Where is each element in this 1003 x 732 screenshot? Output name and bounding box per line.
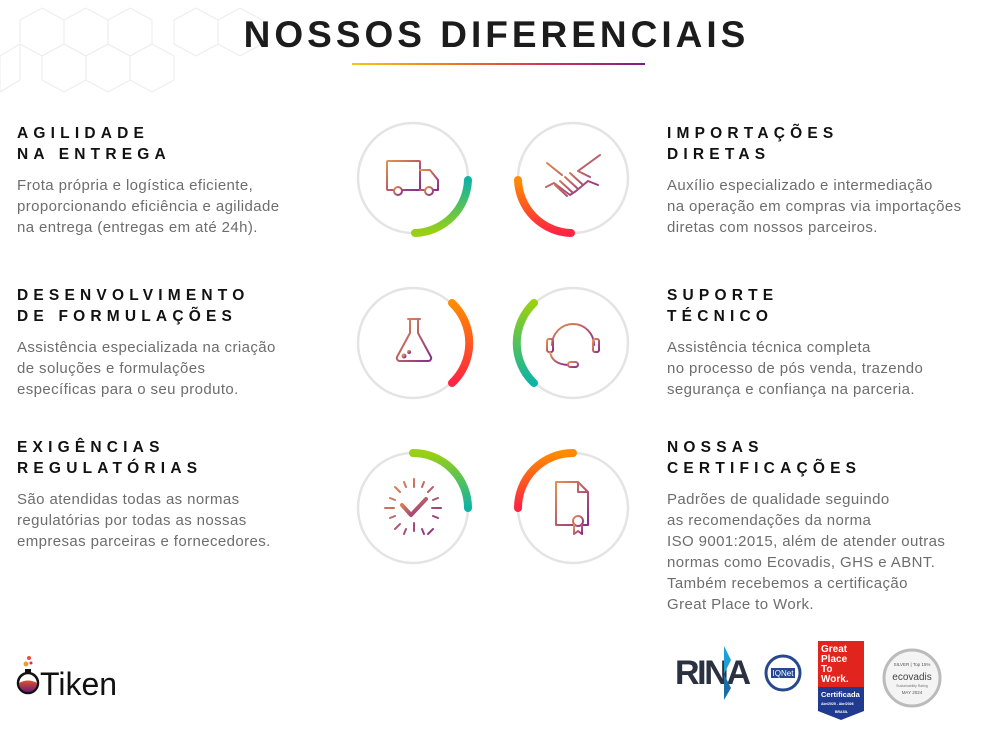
- checkmark-burst-icon: [384, 478, 442, 535]
- arc-exigencias: [409, 449, 472, 512]
- title-underline: [352, 63, 645, 65]
- certification-logos: RINA IQNet Great Place To Work. Certific…: [675, 641, 942, 720]
- arc-agilidade: [411, 176, 472, 237]
- ecovadis-badge: SILVER | Top 15% ecovadis Sustainability…: [882, 648, 942, 708]
- svg-text:SILVER | Top 15%: SILVER | Top 15%: [894, 662, 931, 667]
- svg-text:Sustainability Rating: Sustainability Rating: [896, 684, 928, 688]
- feature-description: Auxílio especializado e intermediação na …: [667, 177, 962, 236]
- feature-rings: [356, 121, 630, 565]
- svg-text:Certificada: Certificada: [821, 690, 861, 699]
- svg-text:Work.: Work.: [821, 674, 849, 685]
- page-title: NOSSOS DIFERENCIAIS: [243, 14, 750, 55]
- feature-description: Assistência técnica completa no processo …: [667, 339, 924, 398]
- arc-importacoes: [514, 176, 575, 237]
- feature-certificacoes: NOSSAS CERTIFICAÇÕES Padrões de qualidade…: [667, 437, 987, 615]
- iqnet-logo: IQNet: [764, 654, 802, 692]
- feature-heading: DESENVOLVIMENTO DE FORMULAÇÕES: [17, 287, 250, 325]
- feature-agilidade: AGILIDADE NA ENTREGA Frota própria e logí…: [17, 123, 337, 238]
- brand-name: Tiken: [40, 666, 117, 702]
- feature-description: Assistência especializada na criação de s…: [17, 339, 276, 398]
- feature-heading: NOSSAS CERTIFICAÇÕES: [667, 439, 862, 477]
- truck-icon: [386, 160, 439, 196]
- svg-text:ecovadis: ecovadis: [892, 672, 931, 683]
- handshake-icon: [545, 154, 601, 197]
- certificate-icon: [555, 481, 589, 535]
- arc-desenvolvimento: [448, 299, 474, 387]
- feature-desenvolvimento: DESENVOLVIMENTO DE FORMULAÇÕES Assistênci…: [17, 285, 337, 400]
- svg-text:Abr/2025 - Abr/2026: Abr/2025 - Abr/2026: [821, 702, 854, 706]
- flask-icon: [395, 318, 433, 362]
- rina-logo: RINA: [675, 646, 751, 700]
- feature-heading: EXIGÊNCIAS REGULATÓRIAS: [17, 439, 203, 477]
- arc-suporte: [512, 299, 538, 387]
- feature-heading: AGILIDADE NA ENTREGA: [17, 125, 171, 163]
- feature-description: Padrões de qualidade seguindo as recomend…: [667, 491, 946, 613]
- svg-text:RINA: RINA: [675, 654, 751, 692]
- svg-text:IQNet: IQNet: [773, 669, 795, 678]
- gptw-badge: Great Place To Work. Certificada Abr/202…: [818, 641, 864, 720]
- svg-text:To: To: [821, 664, 832, 675]
- feature-heading: IMPORTAÇÕES DIRETAS: [667, 125, 839, 163]
- svg-text:Great: Great: [821, 644, 848, 655]
- feature-importacoes: IMPORTAÇÕES DIRETAS Auxílio especializado…: [667, 123, 987, 238]
- feature-suporte: SUPORTE TÉCNICO Assistência técnica compl…: [667, 285, 987, 400]
- feature-description: São atendidas todas as normas regulatória…: [17, 491, 271, 550]
- svg-text:BRASIL: BRASIL: [835, 710, 849, 714]
- svg-text:Place: Place: [821, 654, 848, 665]
- feature-exigencias: EXIGÊNCIAS REGULATÓRIAS São atendidas tod…: [17, 437, 337, 552]
- svg-text:MAY 2024: MAY 2024: [902, 690, 923, 695]
- headset-icon: [546, 323, 600, 368]
- hexagon-pattern-decoration: [0, 7, 263, 93]
- arc-certificacoes: [514, 449, 577, 512]
- feature-description: Frota própria e logística eficiente, prop…: [17, 177, 280, 236]
- feature-heading: SUPORTE TÉCNICO: [667, 287, 779, 325]
- tiken-logo: Tiken: [16, 656, 117, 702]
